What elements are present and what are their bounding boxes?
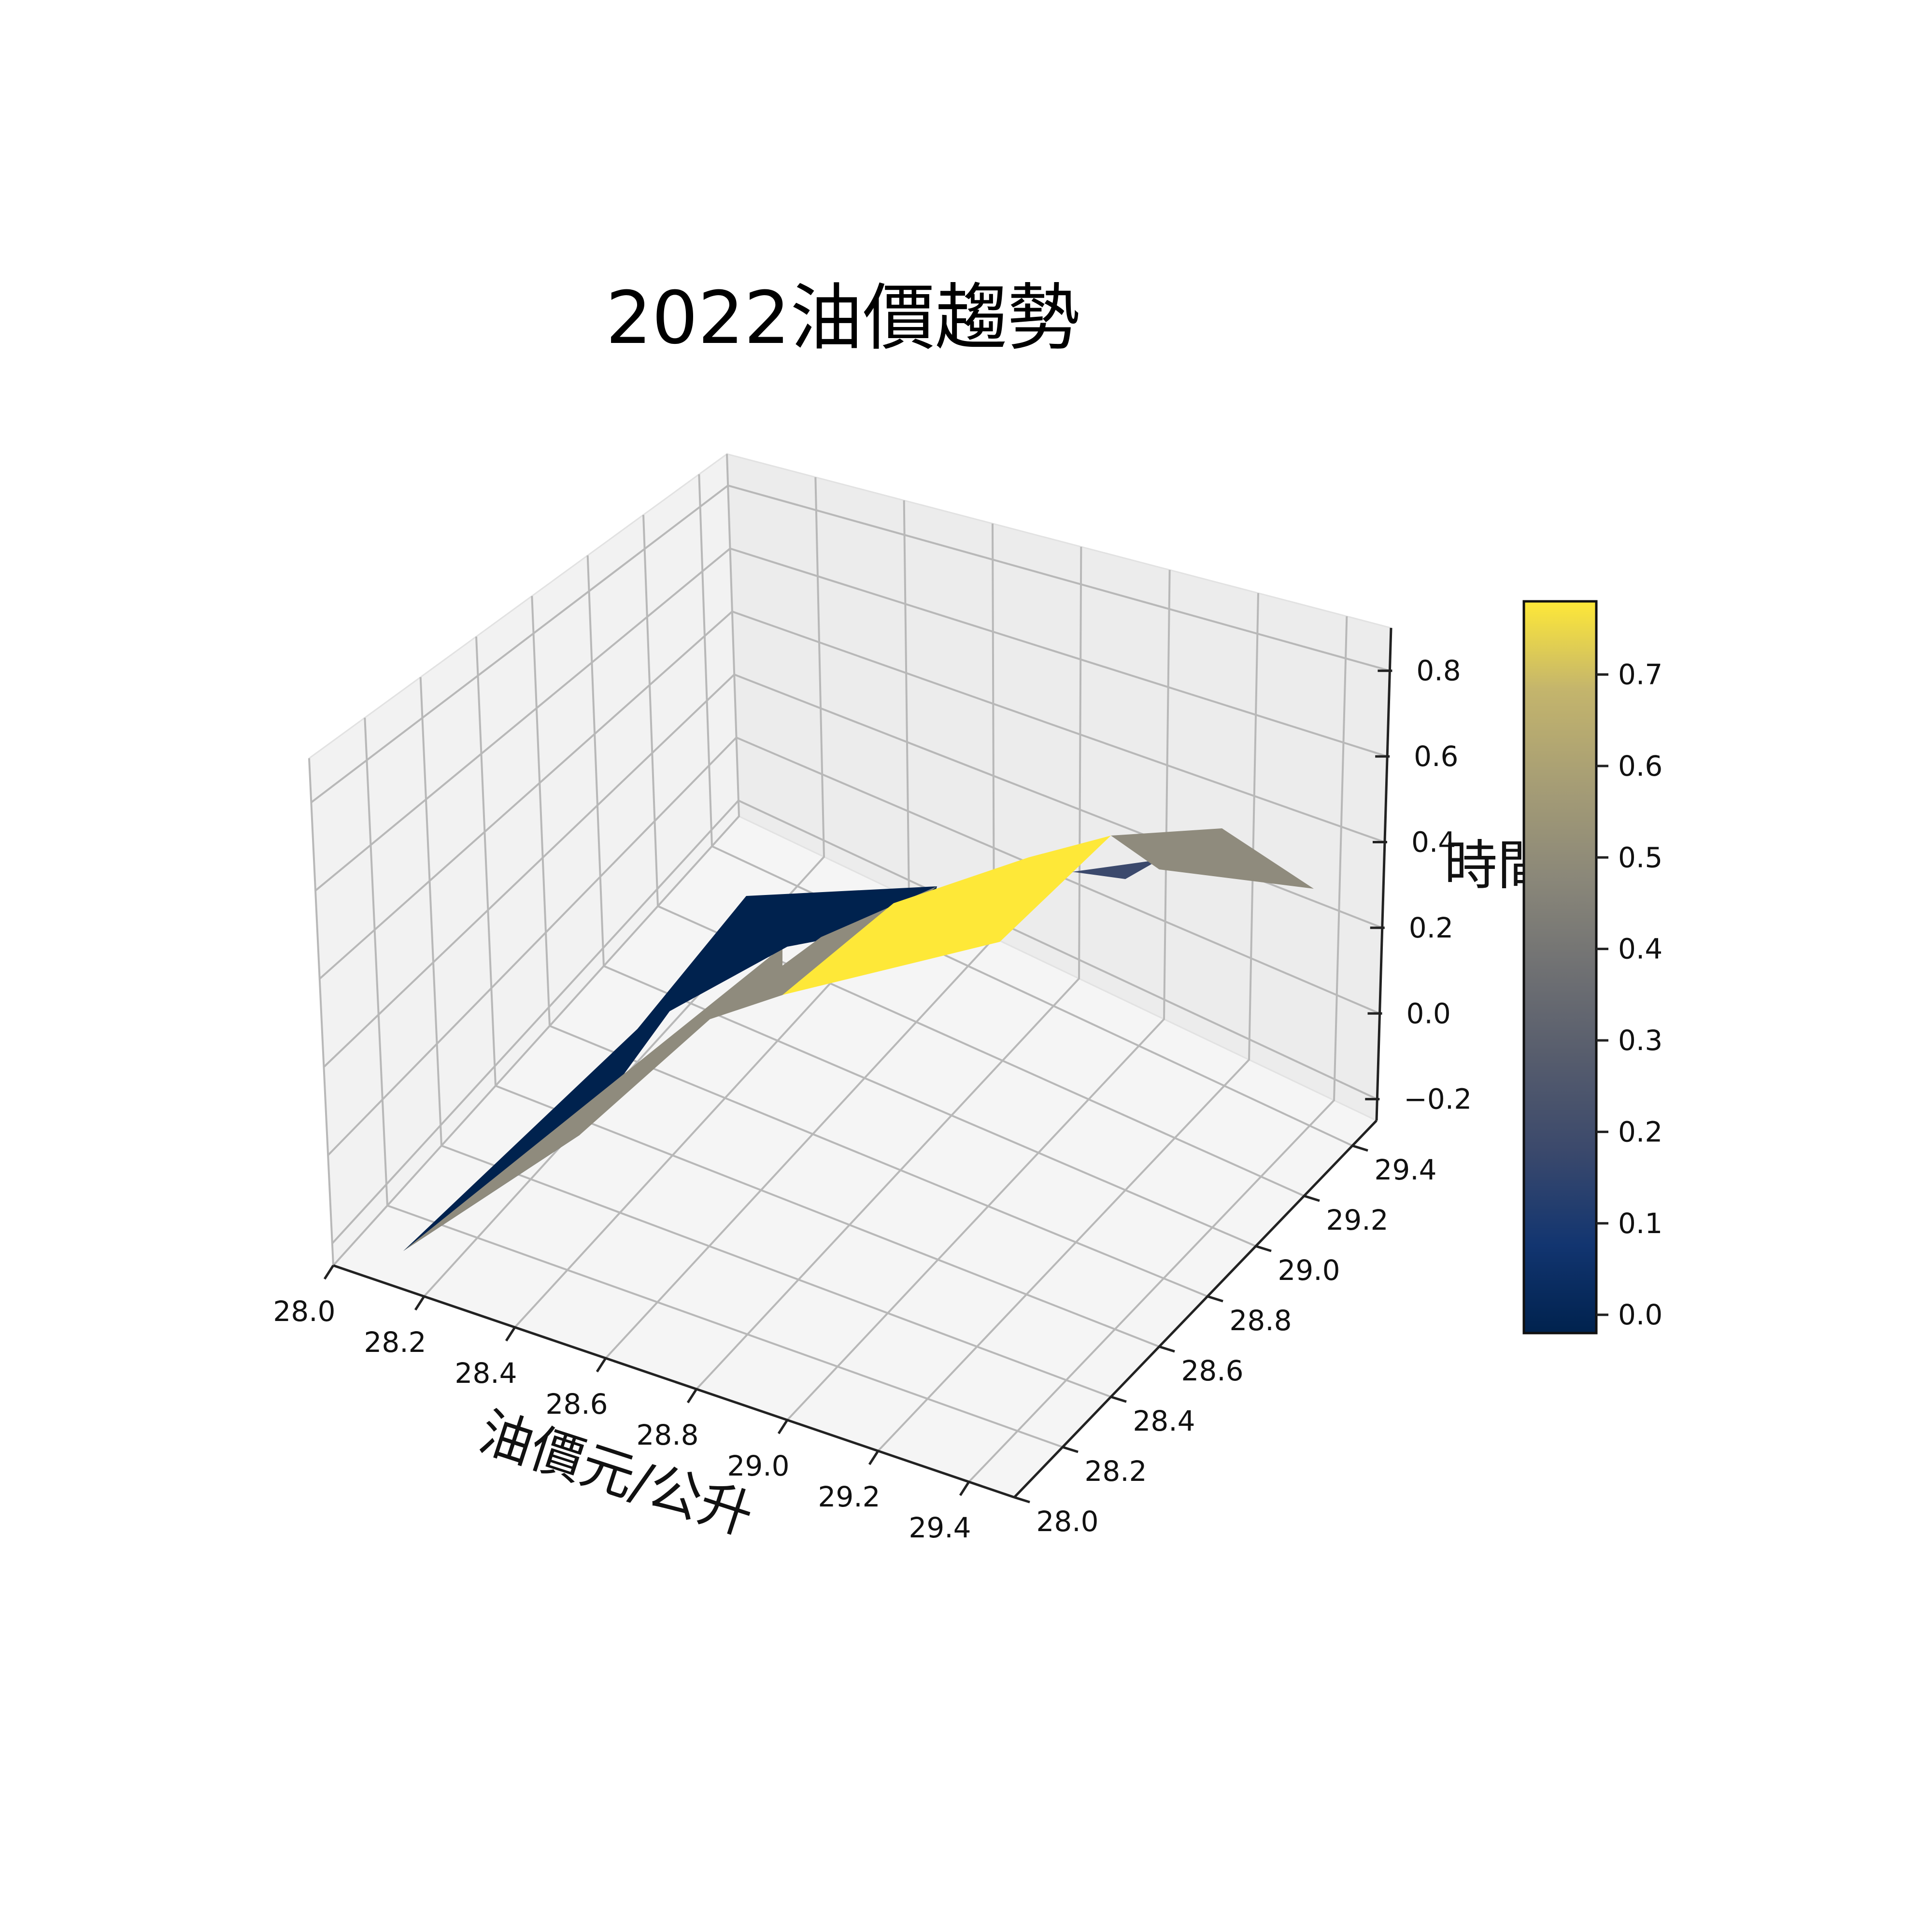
y-tick-label: 28.2 bbox=[1084, 1455, 1147, 1488]
x-grid-line bbox=[696, 546, 1082, 1390]
colorbar-tick-label: 0.3 bbox=[1618, 1024, 1662, 1057]
y-tick-mark bbox=[1062, 1446, 1079, 1453]
colorbar-tick-label: 0.2 bbox=[1618, 1115, 1662, 1148]
surface-panel-dark-small bbox=[1072, 860, 1159, 879]
y-tick-mark bbox=[1352, 1144, 1368, 1152]
y-tick-mark bbox=[1159, 1345, 1175, 1353]
y-tick-mark bbox=[1304, 1194, 1320, 1202]
y-axis-ticks: 28.0 28.2 28.4 28.6 28.8 29.0 29.2 29.4 bbox=[1014, 1144, 1437, 1538]
x-grid-line bbox=[968, 616, 1348, 1483]
y-tick-label: 28.0 bbox=[1036, 1505, 1098, 1538]
z-tick-label: 0.6 bbox=[1414, 740, 1458, 773]
y-grid-line bbox=[475, 636, 1160, 1348]
y-tick-label: 29.4 bbox=[1374, 1153, 1436, 1186]
colorbar-ticks: 0.0 0.1 0.2 0.3 0.4 0.5 0.6 0.7 bbox=[1596, 658, 1662, 1331]
z-tick-label: 0.4 bbox=[1411, 825, 1456, 858]
x-grid-line bbox=[332, 454, 740, 1266]
colorbar bbox=[1522, 600, 1598, 1335]
z-tick-label: 0.0 bbox=[1406, 997, 1451, 1030]
x-tick-mark bbox=[868, 1450, 880, 1465]
x-tick-label: 29.4 bbox=[909, 1511, 971, 1544]
y-axis-line bbox=[1013, 1120, 1378, 1498]
y-tick-mark bbox=[1207, 1295, 1223, 1303]
colorbar-tick-label: 0.7 bbox=[1618, 658, 1662, 691]
y-tick-label: 29.0 bbox=[1278, 1254, 1340, 1287]
y-tick-label: 29.2 bbox=[1326, 1204, 1388, 1236]
z-tick-label: 0.2 bbox=[1409, 911, 1453, 944]
z-tick-label: −0.2 bbox=[1404, 1083, 1472, 1116]
x-tick-mark bbox=[596, 1357, 607, 1373]
z-tick-label: 0.8 bbox=[1416, 654, 1461, 687]
z-grid-line bbox=[314, 547, 1388, 892]
x-tick-label: 28.2 bbox=[364, 1326, 426, 1359]
y-tick-label: 28.8 bbox=[1229, 1304, 1292, 1337]
y-grid-line bbox=[531, 596, 1208, 1297]
z-axis-line bbox=[1375, 627, 1392, 1121]
x-tick-mark bbox=[414, 1295, 426, 1311]
x-axis-ticks: 28.0 28.2 28.4 28.6 28.8 29.0 29.2 29.4 bbox=[273, 1264, 971, 1544]
y-tick-label: 28.4 bbox=[1133, 1405, 1195, 1437]
x-tick-mark bbox=[959, 1481, 970, 1496]
y-grid-line bbox=[586, 555, 1256, 1247]
x-tick-mark bbox=[686, 1388, 698, 1404]
y-tick-mark bbox=[1110, 1395, 1127, 1403]
z-grid-line bbox=[327, 736, 1380, 1156]
y-tick-label: 28.6 bbox=[1181, 1354, 1243, 1387]
x-axis-label: 油價元/公升 bbox=[472, 1401, 761, 1547]
y-tick-mark bbox=[1255, 1245, 1272, 1252]
surface-panel-yellow bbox=[782, 836, 1111, 995]
x-axis-line bbox=[333, 1264, 1015, 1499]
z-grid-line bbox=[319, 610, 1385, 980]
x-grid-line bbox=[877, 593, 1259, 1452]
x-tick-label: 29.2 bbox=[818, 1480, 880, 1513]
x-grid-line bbox=[423, 477, 825, 1297]
surface-panel-gray-upper bbox=[1111, 828, 1314, 889]
z-axis-ticks: −0.2 0.0 0.2 0.4 0.6 0.8 bbox=[1365, 654, 1472, 1116]
y-grid-line bbox=[419, 677, 1111, 1398]
x-tick-mark bbox=[777, 1419, 789, 1435]
y-grid-line bbox=[364, 717, 1063, 1448]
z-grid-line bbox=[311, 484, 1390, 803]
colorbar-tick-label: 0.5 bbox=[1618, 841, 1662, 874]
x-tick-label: 29.0 bbox=[727, 1449, 789, 1482]
x-tick-mark bbox=[505, 1326, 516, 1342]
colorbar-tick-label: 0.0 bbox=[1618, 1298, 1662, 1331]
y-grid-line bbox=[698, 474, 1353, 1147]
x-tick-label: 28.0 bbox=[273, 1295, 335, 1328]
x-tick-label: 28.4 bbox=[455, 1357, 517, 1390]
x-tick-label: 28.8 bbox=[636, 1419, 698, 1451]
colorbar-tick-label: 0.6 bbox=[1618, 750, 1662, 782]
chart-title: 2022油價趨勢 bbox=[606, 276, 1080, 360]
x-grid-line bbox=[786, 569, 1171, 1421]
y-tick-mark bbox=[1014, 1496, 1030, 1504]
surface-panel-gray-lower bbox=[403, 947, 782, 1251]
z-grid-line bbox=[331, 799, 1378, 1244]
y-grid-line bbox=[642, 514, 1305, 1197]
colorbar-tick-label: 0.1 bbox=[1618, 1207, 1662, 1240]
x-tick-label: 28.6 bbox=[545, 1388, 608, 1421]
colorbar-tick-label: 0.4 bbox=[1618, 933, 1662, 966]
surface-plot bbox=[403, 828, 1314, 1251]
x-tick-mark bbox=[323, 1264, 335, 1280]
